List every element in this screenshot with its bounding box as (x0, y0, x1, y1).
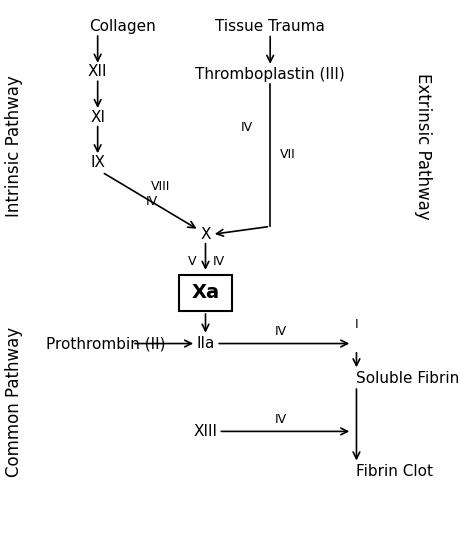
Text: Fibrin Clot: Fibrin Clot (356, 464, 433, 479)
Text: Collagen: Collagen (89, 19, 156, 34)
Text: Tissue Trauma: Tissue Trauma (215, 19, 325, 34)
Text: IIa: IIa (196, 336, 215, 351)
Text: V: V (188, 254, 197, 267)
Text: XIII: XIII (193, 424, 218, 439)
Text: Common Pathway: Common Pathway (5, 327, 23, 477)
Text: VIII: VIII (151, 180, 170, 193)
Text: IX: IX (90, 155, 105, 170)
Text: IV: IV (240, 122, 253, 134)
FancyBboxPatch shape (179, 275, 232, 311)
Text: IV: IV (275, 413, 287, 426)
Text: Prothrombin (II): Prothrombin (II) (46, 336, 165, 351)
Text: Thromboplastin (III): Thromboplastin (III) (195, 67, 345, 82)
Text: Xa: Xa (191, 284, 219, 302)
Text: VII: VII (280, 148, 295, 161)
Text: IV: IV (212, 254, 225, 267)
Text: XI: XI (90, 110, 105, 125)
Text: Soluble Fibrin: Soluble Fibrin (356, 371, 460, 386)
Text: XII: XII (88, 65, 108, 80)
Text: Intrinsic Pathway: Intrinsic Pathway (5, 76, 23, 217)
Text: I: I (355, 318, 358, 331)
Text: IV: IV (275, 325, 287, 338)
Text: Extrinsic Pathway: Extrinsic Pathway (414, 73, 432, 220)
Text: IV: IV (146, 195, 158, 208)
Text: X: X (200, 227, 211, 242)
